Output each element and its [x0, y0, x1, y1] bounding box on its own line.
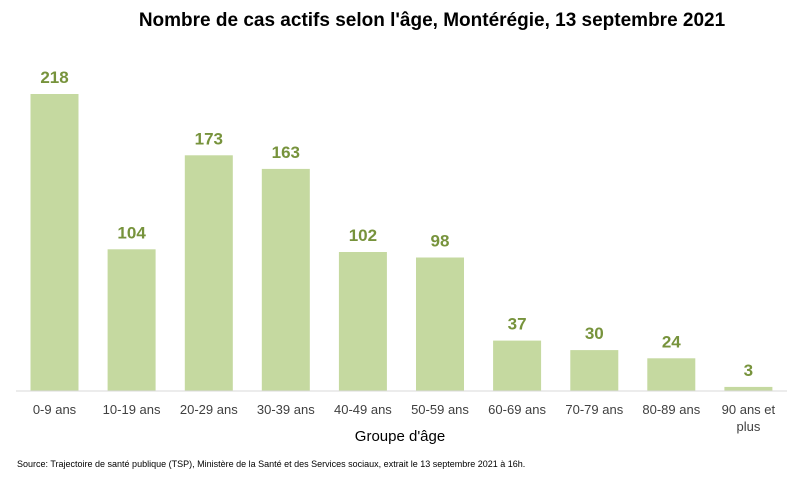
x-tick-label: 80-89 ans — [642, 402, 700, 417]
x-tick-label-line: 10-19 ans — [103, 402, 161, 417]
x-tick-label: 50-59 ans — [411, 402, 469, 417]
x-tick-label-line: plus — [736, 419, 760, 434]
data-label: 102 — [349, 226, 377, 245]
x-tick-label: 30-39 ans — [257, 402, 315, 417]
tick-labels-group: 0-9 ans 10-19 ans 20-29 ans 30-39 ans 40-49 … — [33, 402, 776, 434]
x-tick-label-line: 20-29 ans — [180, 402, 238, 417]
x-tick-label-line: 0-9 ans — [33, 402, 77, 417]
source-note: Source: Trajectoire de santé publique (T… — [17, 459, 525, 469]
x-tick-label: 0-9 ans — [33, 402, 77, 417]
bar — [570, 350, 619, 391]
x-tick-label: 70-79 ans — [565, 402, 623, 417]
data-label: 173 — [195, 129, 223, 148]
x-tick-label-line: 80-89 ans — [642, 402, 700, 417]
data-label: 3 — [744, 361, 753, 380]
data-label: 30 — [585, 324, 604, 343]
x-tick-label-line: 60-69 ans — [488, 402, 546, 417]
x-tick-label: 60-69 ans — [488, 402, 546, 417]
data-label: 98 — [431, 232, 450, 251]
x-tick-label: 90 ans et plus — [722, 402, 776, 434]
x-tick-label: 10-19 ans — [103, 402, 161, 417]
bar — [647, 358, 696, 391]
x-tick-label-line: 70-79 ans — [565, 402, 623, 417]
data-label: 163 — [272, 143, 300, 162]
bar — [724, 386, 773, 391]
bar — [416, 257, 464, 391]
bar — [30, 94, 79, 391]
bar — [107, 249, 156, 391]
x-axis-title: Groupe d'âge — [355, 428, 445, 445]
x-tick-label: 40-49 ans — [334, 402, 392, 417]
bar — [493, 340, 542, 391]
chart-title: Nombre de cas actifs selon l'âge, Montér… — [139, 10, 726, 31]
bar — [184, 155, 233, 391]
data-label: 37 — [508, 315, 527, 334]
x-tick-label: 20-29 ans — [180, 402, 238, 417]
data-label: 218 — [40, 68, 68, 87]
x-tick-label-line: 50-59 ans — [411, 402, 469, 417]
bar — [338, 252, 387, 391]
x-tick-label-line: 40-49 ans — [334, 402, 392, 417]
bars-group: 218 104 173 163 102 98 37 30 24 3 — [30, 68, 773, 391]
bar — [261, 168, 310, 391]
x-tick-label-line: 30-39 ans — [257, 402, 315, 417]
data-label: 24 — [662, 332, 681, 351]
x-tick-label-line: 90 ans et — [722, 402, 776, 417]
data-label: 104 — [117, 223, 146, 242]
